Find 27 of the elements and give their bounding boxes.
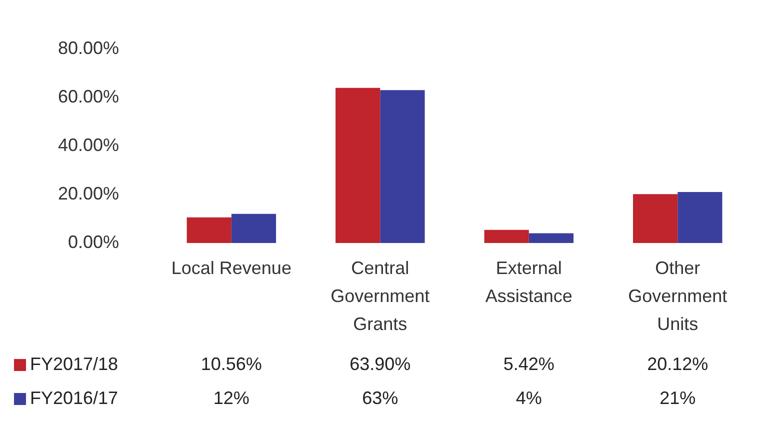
bar	[528, 233, 574, 243]
x-tick-label: Other Government Units	[628, 258, 728, 334]
bar	[678, 192, 722, 243]
bar	[484, 230, 529, 243]
data-label: 10.56%	[200, 354, 262, 374]
y-tick-label: 80.00%	[58, 38, 120, 58]
bar	[336, 88, 380, 243]
x-tick-label: Local Revenue	[171, 258, 292, 278]
data-label: 12%	[213, 388, 250, 408]
bar	[231, 214, 276, 243]
bar	[186, 217, 232, 243]
x-tick-label: External Assistance	[485, 258, 572, 306]
legend-label: FY2017/18	[30, 354, 118, 374]
data-label: 63%	[362, 388, 398, 408]
y-tick-label: 0.00%	[68, 232, 120, 252]
data-label: 5.42%	[503, 354, 554, 374]
y-tick-label: 20.00%	[58, 183, 120, 204]
y-tick-label: 60.00%	[58, 86, 120, 106]
data-label: 21%	[660, 388, 696, 408]
bar	[380, 90, 425, 243]
data-label: 63.90%	[350, 354, 411, 374]
data-label: 20.12%	[647, 354, 708, 374]
bar	[633, 194, 678, 243]
data-label: 4%	[516, 388, 542, 408]
x-tick-label: Central Government Grants	[330, 258, 430, 334]
legend-label: FY2016/17	[30, 388, 118, 408]
y-tick-label: 40.00%	[58, 134, 120, 155]
